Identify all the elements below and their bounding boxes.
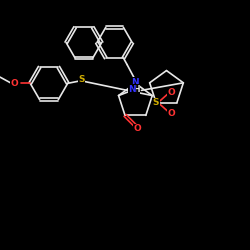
Text: O: O — [168, 88, 175, 97]
Text: N: N — [132, 78, 139, 87]
Text: O: O — [168, 108, 175, 118]
Text: O: O — [134, 124, 141, 134]
Text: N: N — [128, 85, 136, 94]
Text: S: S — [78, 75, 84, 84]
Text: O: O — [11, 79, 18, 88]
Text: S: S — [153, 98, 159, 107]
Text: H: H — [133, 85, 140, 94]
